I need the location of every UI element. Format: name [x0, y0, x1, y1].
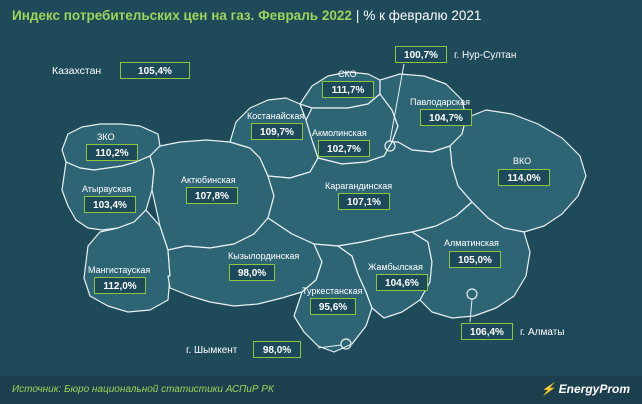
- country-name: Казахстан: [52, 65, 102, 77]
- title-main: Индекс потребительских цен на газ. Февра…: [12, 8, 352, 23]
- page-title: Индекс потребительских цен на газ. Февра…: [12, 8, 481, 23]
- region-value-kyzylorda: 98,0%: [229, 264, 275, 281]
- region-value-mangistau: 112,0%: [94, 277, 146, 294]
- region-value-atyrau: 103,4%: [84, 196, 136, 213]
- title-separator: |: [355, 8, 360, 23]
- source-note: Источник: Бюро национальной статистики А…: [12, 384, 274, 395]
- region-value-kostanay: 109,7%: [251, 123, 303, 140]
- footer-bar: [0, 376, 642, 404]
- region-name-zko: ЗКО: [97, 132, 115, 142]
- city-name-almaty: г. Алматы: [520, 327, 565, 338]
- region-value-karaganda: 107,1%: [338, 193, 390, 210]
- region-name-kostanay: Костанайская: [247, 111, 305, 121]
- region-name-almaty: Алматинская: [444, 238, 499, 248]
- region-value-turkestan: 95,6%: [310, 298, 356, 315]
- shymkent-marker: [340, 338, 352, 350]
- shymkent-leader: [317, 344, 342, 349]
- region-name-turkestan: Туркестанская: [302, 286, 363, 296]
- region-value-zhambyl: 104,6%: [376, 274, 428, 291]
- city-value-shymkent: 98,0%: [253, 341, 301, 358]
- title-subtitle: % к февралю 2021: [363, 8, 482, 23]
- region-value-vko: 114,0%: [498, 169, 550, 186]
- region-name-mangistau: Мангистауская: [88, 265, 151, 275]
- logo-text: EnergyProm: [558, 382, 630, 396]
- logo-icon: ⚡: [540, 382, 556, 396]
- brand-logo: ⚡ EnergyProm: [541, 382, 630, 396]
- region-name-karaganda: Карагандинская: [325, 181, 393, 191]
- region-value-akmola: 102,7%: [318, 140, 370, 157]
- region-name-sko: СКО: [338, 69, 357, 79]
- region-name-aktobe: Актюбинская: [181, 175, 236, 185]
- region-name-akmola: Акмолинская: [312, 128, 367, 138]
- region-name-atyrau: Атырауская: [82, 184, 132, 194]
- region-value-pavlodar: 104,7%: [420, 109, 472, 126]
- region-value-sko: 111,7%: [322, 81, 374, 98]
- almaty-leader: [469, 298, 473, 323]
- city-name-nur-sultan: г. Нур-Султан: [454, 50, 517, 61]
- region-name-vko: ВКО: [513, 156, 532, 166]
- region-value-almaty: 105,0%: [449, 251, 501, 268]
- city-value-almaty: 106,4%: [461, 323, 513, 340]
- region-value-zko: 110,2%: [86, 144, 138, 161]
- country-value-box: 105,4%: [120, 62, 190, 79]
- city-value-nur-sultan: 100,7%: [395, 46, 447, 63]
- nur-sultan-leader: [389, 63, 405, 142]
- region-name-kyzylorda: Кызылординская: [228, 251, 300, 261]
- city-name-shymkent: г. Шымкент: [186, 345, 238, 356]
- region-name-zhambyl: Жамбылская: [368, 262, 423, 272]
- region-name-pavlodar: Павлодарская: [410, 97, 470, 107]
- region-value-aktobe: 107,8%: [186, 187, 238, 204]
